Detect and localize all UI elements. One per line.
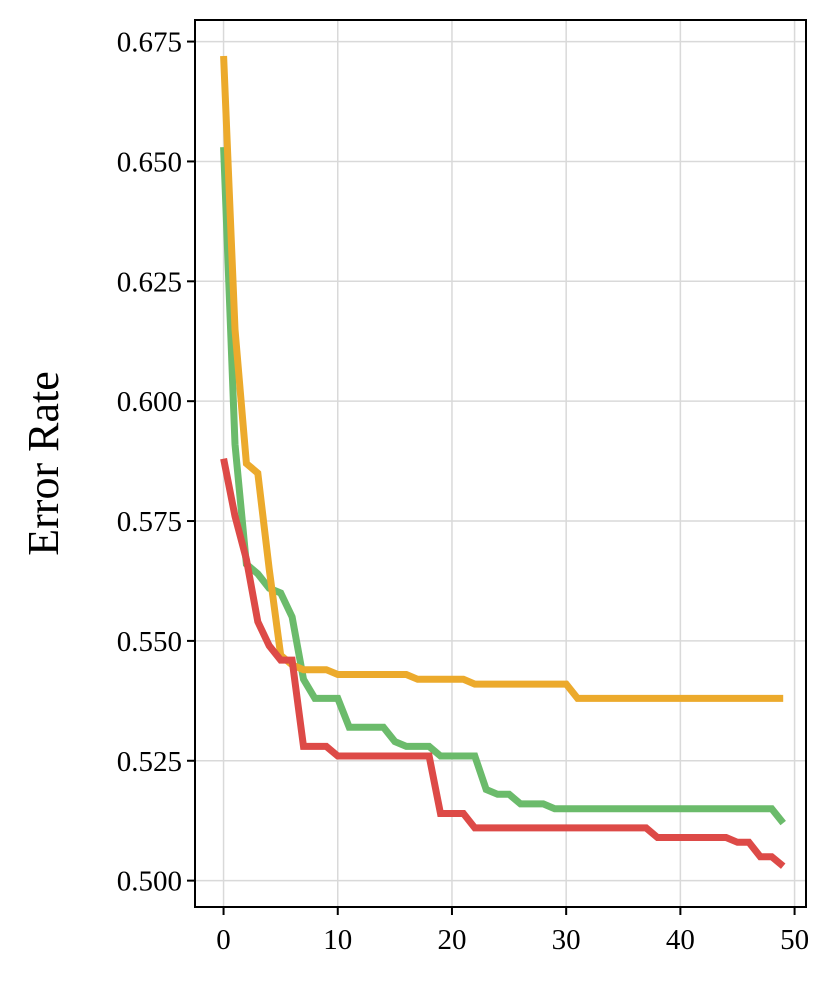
x-tick-label: 40 [666, 924, 695, 956]
series-line-1 [220, 146, 786, 826]
y-tick-label: 0.675 [117, 27, 182, 59]
series-lines [220, 55, 786, 869]
x-tick-label: 50 [780, 924, 809, 956]
y-tick-label: 0.500 [117, 866, 182, 898]
x-tick-label: 10 [323, 924, 352, 956]
y-axis: 0.500 0.525 0.550 0.575 0.600 0.625 0.650 0.675 [117, 27, 195, 898]
series-line-2 [220, 55, 784, 702]
y-tick-label: 0.525 [117, 746, 182, 778]
grid [195, 20, 806, 907]
x-tick-label: 20 [437, 924, 466, 956]
x-tick-label: 30 [552, 924, 581, 956]
x-tick-label: 0 [216, 924, 231, 956]
x-axis: 0 10 20 30 40 50 [216, 907, 809, 956]
y-tick-label: 0.550 [117, 626, 182, 658]
y-tick-label: 0.650 [117, 146, 182, 178]
y-tick-label: 0.575 [117, 506, 182, 538]
y-axis-title: Error Rate [19, 371, 68, 555]
series-line-3 [220, 458, 786, 869]
y-tick-label: 0.600 [117, 386, 182, 418]
plot-frame [194, 19, 807, 908]
y-tick-label: 0.625 [117, 266, 182, 298]
